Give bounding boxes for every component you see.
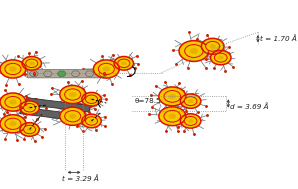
Circle shape <box>185 45 203 57</box>
Polygon shape <box>25 98 91 112</box>
Circle shape <box>86 95 97 103</box>
Circle shape <box>5 118 21 129</box>
Circle shape <box>86 117 97 125</box>
Circle shape <box>184 97 197 106</box>
Circle shape <box>65 89 81 100</box>
Circle shape <box>5 63 21 75</box>
Circle shape <box>201 38 224 54</box>
Circle shape <box>206 41 220 51</box>
Circle shape <box>65 111 81 122</box>
Circle shape <box>188 119 193 123</box>
Circle shape <box>20 123 39 136</box>
Circle shape <box>69 92 76 97</box>
Polygon shape <box>20 107 85 122</box>
Text: θ=78.5°: θ=78.5° <box>135 98 165 104</box>
Circle shape <box>5 96 21 108</box>
Circle shape <box>9 121 17 126</box>
Circle shape <box>69 114 76 119</box>
Circle shape <box>169 94 176 99</box>
Circle shape <box>60 85 86 104</box>
Circle shape <box>114 57 134 70</box>
Circle shape <box>26 59 38 67</box>
Text: t = 1.70 Å: t = 1.70 Å <box>260 35 297 42</box>
Circle shape <box>210 50 231 65</box>
Circle shape <box>89 119 94 123</box>
Circle shape <box>179 41 209 61</box>
Circle shape <box>159 87 186 106</box>
Circle shape <box>24 104 36 112</box>
Circle shape <box>103 67 110 71</box>
FancyBboxPatch shape <box>27 70 110 78</box>
Circle shape <box>180 94 201 108</box>
Circle shape <box>29 61 35 65</box>
Circle shape <box>169 114 176 119</box>
Circle shape <box>188 99 193 103</box>
Circle shape <box>24 125 36 134</box>
Circle shape <box>89 97 94 101</box>
Circle shape <box>93 60 119 78</box>
Circle shape <box>218 56 224 60</box>
Circle shape <box>9 67 17 71</box>
Circle shape <box>180 114 201 128</box>
Circle shape <box>9 100 17 105</box>
Text: t = 3.29 Å: t = 3.29 Å <box>62 175 99 182</box>
Circle shape <box>0 93 26 111</box>
Circle shape <box>98 63 114 75</box>
Circle shape <box>82 114 101 128</box>
Circle shape <box>214 53 227 62</box>
Circle shape <box>159 107 186 126</box>
Circle shape <box>118 59 130 67</box>
Circle shape <box>27 106 32 110</box>
Circle shape <box>20 101 39 115</box>
Circle shape <box>184 116 197 125</box>
Circle shape <box>164 110 181 122</box>
Circle shape <box>27 128 32 131</box>
Circle shape <box>164 91 181 102</box>
Circle shape <box>121 61 127 65</box>
Text: d = 3.69 Å: d = 3.69 Å <box>230 103 269 110</box>
Circle shape <box>190 48 198 54</box>
Circle shape <box>22 57 41 70</box>
Circle shape <box>209 44 216 49</box>
Circle shape <box>82 92 101 106</box>
Circle shape <box>60 107 86 125</box>
Circle shape <box>0 60 26 78</box>
Circle shape <box>0 115 26 133</box>
